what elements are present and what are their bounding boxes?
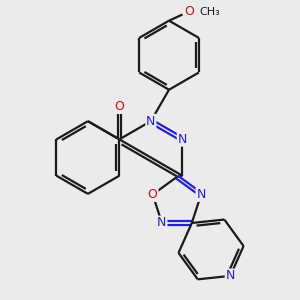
Text: CH₃: CH₃ (199, 7, 220, 16)
Text: N: N (178, 133, 187, 146)
Text: O: O (148, 188, 158, 201)
Text: N: N (146, 115, 155, 128)
Text: O: O (114, 100, 124, 113)
Text: N: N (196, 188, 206, 201)
Text: N: N (226, 269, 235, 282)
Text: N: N (157, 217, 167, 230)
Text: O: O (184, 5, 194, 18)
